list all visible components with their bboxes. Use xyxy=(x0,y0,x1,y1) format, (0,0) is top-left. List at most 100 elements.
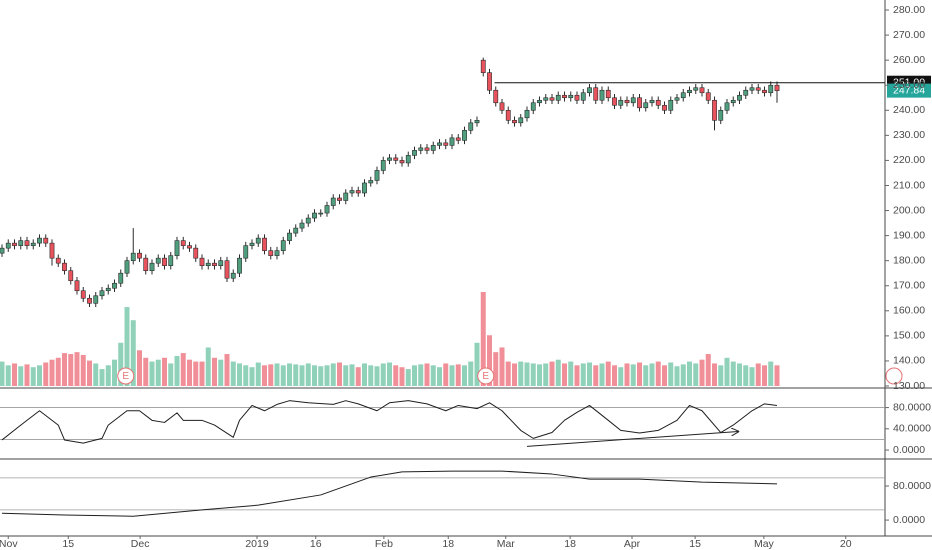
candle-body xyxy=(343,192,349,201)
candle-body xyxy=(174,240,180,256)
volume-bar xyxy=(549,361,555,386)
candle-body xyxy=(768,84,774,94)
candle-body xyxy=(68,270,74,282)
candle-body xyxy=(380,160,386,171)
volume-bar xyxy=(662,365,667,386)
volume-bar xyxy=(237,363,242,386)
candle-body xyxy=(587,87,592,94)
candle-body xyxy=(524,109,530,119)
volume-bar xyxy=(30,367,36,386)
candle-body xyxy=(699,87,705,94)
candle-body xyxy=(168,255,174,266)
candle-body xyxy=(299,222,305,229)
candle-body xyxy=(643,102,649,109)
candle-body xyxy=(562,94,567,99)
volume-bar xyxy=(380,363,386,386)
candle-body xyxy=(480,59,486,73)
volume-bar xyxy=(130,320,136,386)
candle-body xyxy=(230,272,236,279)
candle-body xyxy=(243,245,249,259)
volume-bar xyxy=(668,362,674,386)
candle-body xyxy=(637,97,642,109)
y-tick-label: 200.00 xyxy=(893,204,925,216)
candle-body xyxy=(337,197,342,201)
volume-bar xyxy=(287,363,292,386)
candle-body xyxy=(762,89,767,94)
volume-bar xyxy=(299,365,305,386)
volume-bar xyxy=(512,363,517,386)
y-tick-label: 230.00 xyxy=(893,129,925,141)
candle-body xyxy=(574,94,580,101)
last-price-label: 247.84 xyxy=(893,84,925,96)
volume-bar xyxy=(712,363,717,386)
candle-body xyxy=(93,295,99,304)
volume-bar xyxy=(80,354,86,386)
candle-body xyxy=(255,237,261,244)
volume-bar xyxy=(243,365,249,386)
candle-body xyxy=(99,290,105,297)
volume-bar xyxy=(474,342,480,386)
candle-body xyxy=(549,97,555,101)
volume-bar xyxy=(430,365,436,386)
x-tick-label: Apr xyxy=(624,538,641,550)
x-tick-label: 2019 xyxy=(245,538,269,550)
y-tick-label: 0.0000 xyxy=(893,444,925,456)
volume-bar xyxy=(324,365,330,386)
indicator-line xyxy=(1,470,778,517)
y-tick-label: 130.00 xyxy=(893,380,925,392)
x-tick-label: 18 xyxy=(442,538,454,550)
volume-bar xyxy=(618,367,624,386)
candle-body xyxy=(80,290,86,299)
y-tick-label: 180.00 xyxy=(893,254,925,266)
volume-bar xyxy=(530,363,536,386)
volume-bar xyxy=(424,363,430,386)
candle-body xyxy=(743,89,749,96)
volume-bar xyxy=(612,365,617,386)
candle-body xyxy=(280,240,286,251)
candle-body xyxy=(668,99,674,111)
volume-bar xyxy=(18,366,24,386)
candle-body xyxy=(674,97,680,101)
volume-bar xyxy=(43,362,49,386)
volume-bar xyxy=(399,367,405,386)
candle-body xyxy=(5,242,11,249)
candle-body xyxy=(530,102,536,111)
candle-body xyxy=(424,147,430,151)
candle-body xyxy=(55,257,61,264)
candle-body xyxy=(149,262,155,271)
candle-body xyxy=(730,99,736,104)
volume-bar xyxy=(680,364,686,386)
volume-bar xyxy=(699,359,705,386)
x-tick-label: Feb xyxy=(375,538,393,550)
candle-body xyxy=(737,94,742,101)
candle-body xyxy=(724,102,730,111)
volume-bar xyxy=(105,365,111,386)
candle-body xyxy=(124,260,130,274)
y-tick-label: 190.00 xyxy=(893,229,925,241)
candle-body xyxy=(655,99,661,106)
volume-bar xyxy=(637,362,642,386)
event-marker xyxy=(477,367,495,385)
volume-bar xyxy=(455,364,461,386)
candle-body xyxy=(237,257,242,274)
candle-body xyxy=(368,180,374,184)
candle-body xyxy=(43,237,49,244)
volume-bar xyxy=(12,363,17,386)
volume-bar xyxy=(143,357,149,386)
volume-bar xyxy=(693,363,699,386)
volume-bar xyxy=(718,365,724,386)
volume-bar xyxy=(630,364,636,386)
volume-bar xyxy=(543,363,549,386)
candle-body xyxy=(499,102,505,111)
volume-bar xyxy=(749,367,755,386)
candle-body xyxy=(212,262,217,266)
y-tick-label: 170.00 xyxy=(893,280,925,292)
y-tick-label: 260.00 xyxy=(893,54,925,66)
candle-body xyxy=(687,89,692,94)
x-tick-label: 15 xyxy=(689,538,701,550)
volume-bar xyxy=(112,359,117,386)
volume-bar xyxy=(187,359,192,386)
y-tick-label: 210.00 xyxy=(893,179,925,191)
volume-bar xyxy=(193,361,199,386)
volume-bar xyxy=(149,361,155,386)
